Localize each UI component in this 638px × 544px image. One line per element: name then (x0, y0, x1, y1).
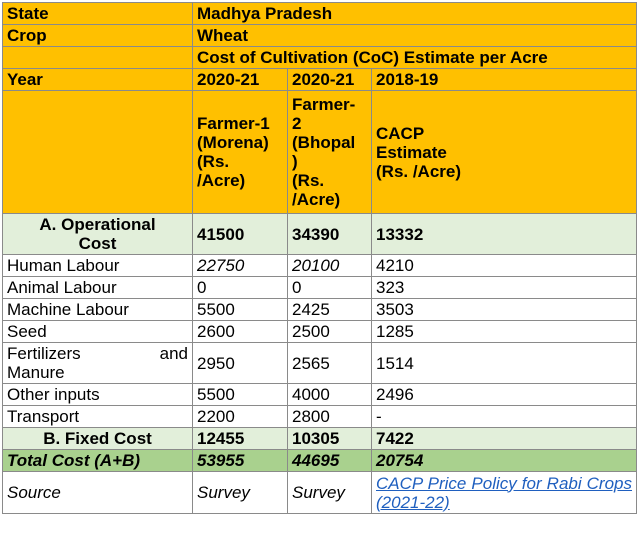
total-cost-row: Total Cost (A+B) 53955 44695 20754 (2, 449, 638, 472)
row-value-2: 2500 (287, 320, 372, 343)
farmer-1-header: Farmer-1 (Morena) (Rs. /Acre) (192, 90, 288, 214)
fertilizers-label: Fertilizers and Manure (2, 342, 193, 384)
crop-label: Crop (2, 24, 193, 47)
row-value-1: 2600 (192, 320, 288, 343)
farmer-2-header: Farmer- 2 (Bhopal ) (Rs. /Acre) (287, 90, 372, 214)
source-row: Source Survey Survey CACP Price Policy f… (2, 471, 638, 514)
row-value-3: 3503 (370, 298, 638, 321)
year-col-3: 2018-19 (370, 68, 638, 91)
fertilizers-label-line: Fertilizers and (7, 344, 188, 363)
operational-cost-v1: 41500 (192, 213, 288, 255)
row-label: Transport (2, 405, 193, 428)
fertilizers-row: Fertilizers and Manure 2950 2565 1514 (2, 342, 638, 384)
total-cost-label: Total Cost (A+B) (2, 449, 193, 472)
cacp-header: CACP Estimate (Rs. /Acre) (370, 90, 638, 214)
crop-row: Crop Wheat (2, 24, 638, 47)
operational-cost-v3: 13332 (370, 213, 638, 255)
coc-title: Cost of Cultivation (CoC) Estimate per A… (191, 46, 638, 69)
year-col-1: 2020-21 (192, 68, 288, 91)
state-row: State Madhya Pradesh (2, 2, 638, 25)
table-row: Animal Labour 0 0 323 (2, 276, 638, 299)
year-row: Year 2020-21 2020-21 2018-19 (2, 68, 638, 91)
operational-cost-v2: 34390 (287, 213, 372, 255)
row-label: Seed (2, 320, 193, 343)
table-row: Other inputs 5500 4000 2496 (2, 383, 638, 406)
table-row: Human Labour 22750 20100 4210 (2, 254, 638, 277)
row-label: Animal Labour (2, 276, 193, 299)
row-value-3: - (370, 405, 638, 428)
fixed-cost-label: B. Fixed Cost (2, 427, 193, 450)
row-value-3: 1514 (370, 342, 638, 384)
year-label: Year (2, 68, 193, 91)
table-row: Machine Labour 5500 2425 3503 (2, 298, 638, 321)
table-row: Seed 2600 2500 1285 (2, 320, 638, 343)
fixed-cost-v3: 7422 (370, 427, 638, 450)
year-col-2: 2020-21 (287, 68, 372, 91)
fixed-cost-v1: 12455 (192, 427, 288, 450)
fixed-cost-v2: 10305 (287, 427, 372, 450)
operational-cost-row: A. Operational Cost 41500 34390 13332 (2, 213, 638, 255)
row-value-2: 20100 (287, 254, 372, 277)
row-value-2: 2425 (287, 298, 372, 321)
row-value-3: 1285 (370, 320, 638, 343)
row-label: Machine Labour (2, 298, 193, 321)
row-value-2: 0 (287, 276, 372, 299)
total-cost-v1: 53955 (192, 449, 288, 472)
row-value-2: 2800 (287, 405, 372, 428)
coc-title-row: Cost of Cultivation (CoC) Estimate per A… (2, 46, 638, 69)
row-value-1: 0 (192, 276, 288, 299)
row-value-1: 22750 (192, 254, 288, 277)
operational-cost-label: A. Operational Cost (2, 213, 193, 255)
state-value: Madhya Pradesh (191, 2, 638, 25)
state-label: State (2, 2, 193, 25)
total-cost-v2: 44695 (287, 449, 372, 472)
source-v3: CACP Price Policy for Rabi Crops (2021-2… (370, 471, 638, 514)
row-label: Human Labour (2, 254, 193, 277)
row-label: Other inputs (2, 383, 193, 406)
column-description-blank (2, 90, 193, 214)
row-value-1: 2200 (192, 405, 288, 428)
source-label: Source (2, 471, 193, 514)
cost-of-cultivation-table: State Madhya Pradesh Crop Wheat Cost of … (2, 2, 638, 514)
source-v1: Survey (192, 471, 288, 514)
total-cost-v3: 20754 (370, 449, 638, 472)
row-value-1: 5500 (192, 298, 288, 321)
row-value-3: 2496 (370, 383, 638, 406)
row-value-1: 2950 (192, 342, 288, 384)
table-row: Transport 2200 2800 - (2, 405, 638, 428)
fixed-cost-row: B. Fixed Cost 12455 10305 7422 (2, 427, 638, 450)
row-value-2: 2565 (287, 342, 372, 384)
row-value-3: 323 (370, 276, 638, 299)
source-v2: Survey (287, 471, 372, 514)
row-value-2: 4000 (287, 383, 372, 406)
crop-value: Wheat (191, 24, 638, 47)
column-description-row: Farmer-1 (Morena) (Rs. /Acre) Farmer- 2 … (2, 90, 638, 214)
coc-title-blank (2, 46, 193, 69)
cacp-price-policy-link[interactable]: CACP Price Policy for Rabi Crops (2021-2… (376, 473, 633, 512)
row-value-3: 4210 (370, 254, 638, 277)
row-value-1: 5500 (192, 383, 288, 406)
